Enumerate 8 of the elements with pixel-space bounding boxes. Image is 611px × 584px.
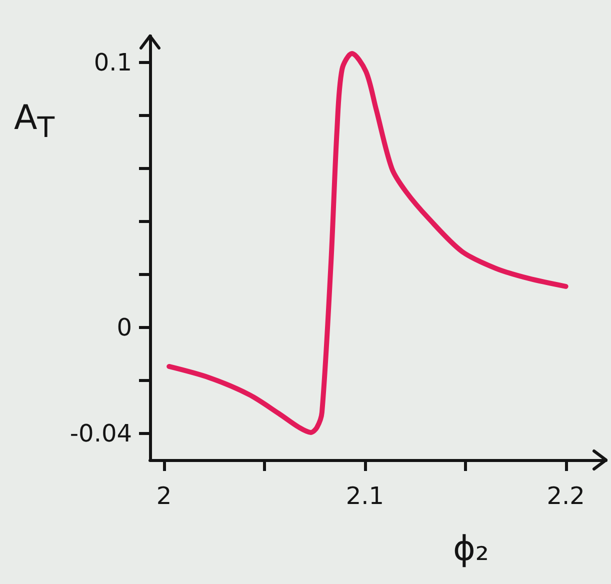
- y-tick-label: 0: [116, 314, 132, 342]
- x-axis-title: ϕ₂: [452, 529, 490, 569]
- x-tick-label: 2: [156, 482, 172, 510]
- y-tick-label: -0.04: [70, 420, 132, 448]
- x-tick-label: 2.1: [346, 482, 384, 510]
- x-tick-label: 2.2: [546, 482, 585, 510]
- y-tick-label: 0.1: [94, 48, 132, 76]
- y-axis-title: A$_{T}$: [14, 98, 55, 146]
